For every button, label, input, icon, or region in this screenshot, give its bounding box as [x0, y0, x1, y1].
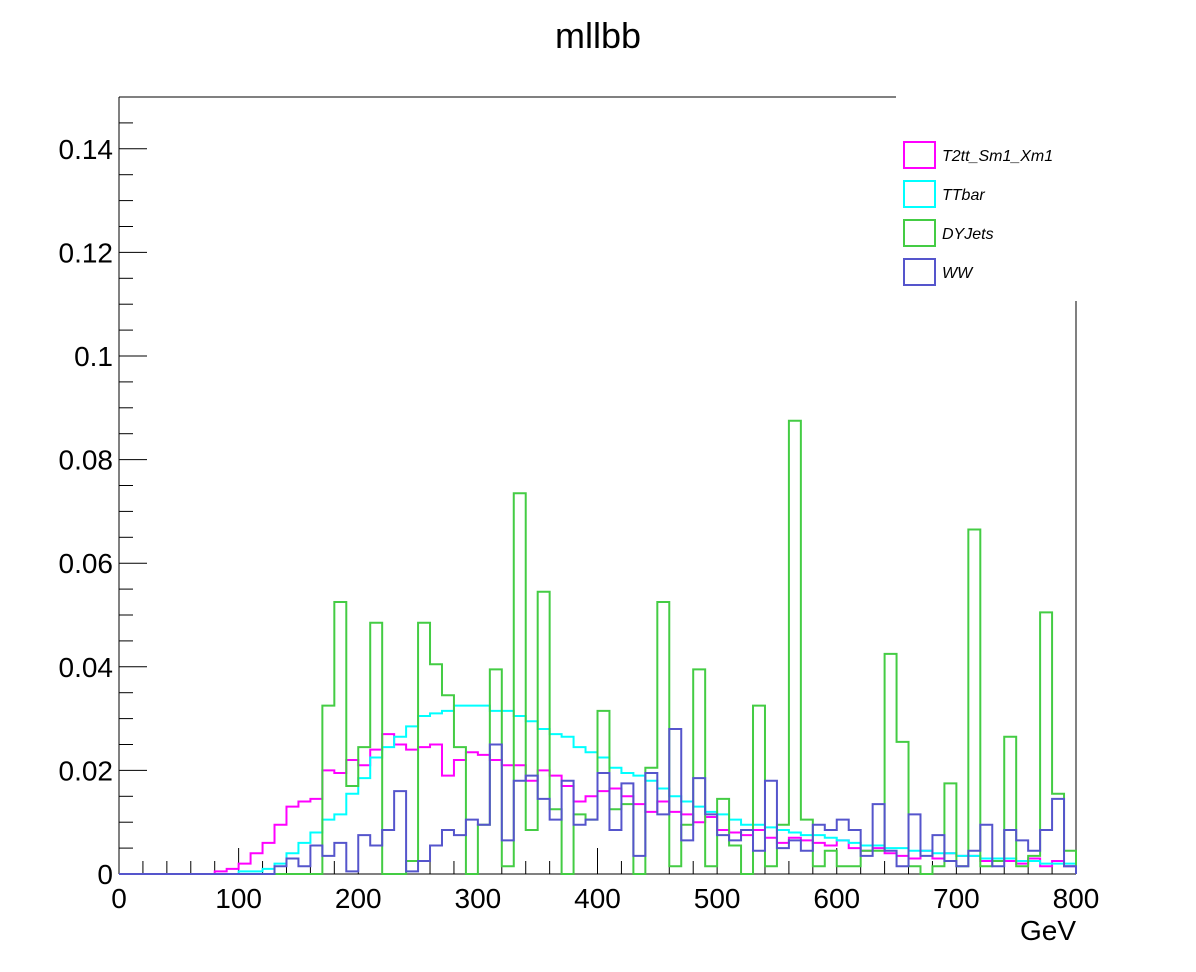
y-tick-label: 0.14 — [59, 134, 114, 165]
x-tick-label: 400 — [574, 883, 621, 914]
legend-swatch — [903, 180, 936, 208]
y-axis: 0 0.02 0.04 0.06 0.08 0.1 0.12 0.14 — [59, 96, 147, 890]
y-tick-label: 0.1 — [74, 341, 113, 372]
legend-label: T2tt_Sm1_Xm1 — [942, 148, 1053, 165]
legend-label: WW — [942, 265, 974, 282]
x-axis-label: GeV — [1020, 915, 1076, 946]
y-tick-label: 0.12 — [59, 237, 114, 268]
x-tick-label: 100 — [215, 883, 262, 914]
x-axis: 0 100 200 300 400 500 600 700 800 — [111, 848, 1099, 914]
legend-label: TTbar — [942, 187, 985, 204]
x-tick-label: 500 — [694, 883, 741, 914]
x-tick-label: 300 — [455, 883, 502, 914]
x-tick-label: 200 — [335, 883, 382, 914]
y-tick-label: 0.08 — [59, 445, 114, 476]
legend: T2tt_Sm1_Xm1 TTbar DYJets WW — [896, 96, 1078, 301]
legend-box — [896, 96, 1078, 301]
x-tick-label: 700 — [933, 883, 980, 914]
series-ttbar — [119, 704, 1077, 875]
y-tick-label: 0.04 — [59, 652, 114, 683]
legend-swatch — [903, 141, 936, 169]
chart-title: mllbb — [555, 15, 641, 56]
legend-label: DYJets — [942, 226, 994, 243]
legend-swatch — [903, 219, 936, 247]
x-tick-label: 800 — [1053, 883, 1100, 914]
x-tick-label: 0 — [111, 883, 127, 914]
legend-swatch — [903, 258, 936, 286]
series-layer — [119, 419, 1077, 875]
y-tick-label: 0 — [97, 859, 113, 890]
y-tick-label: 0.02 — [59, 755, 114, 786]
series-ww — [119, 727, 1077, 875]
y-tick-label: 0.06 — [59, 548, 114, 579]
x-tick-label: 600 — [813, 883, 860, 914]
